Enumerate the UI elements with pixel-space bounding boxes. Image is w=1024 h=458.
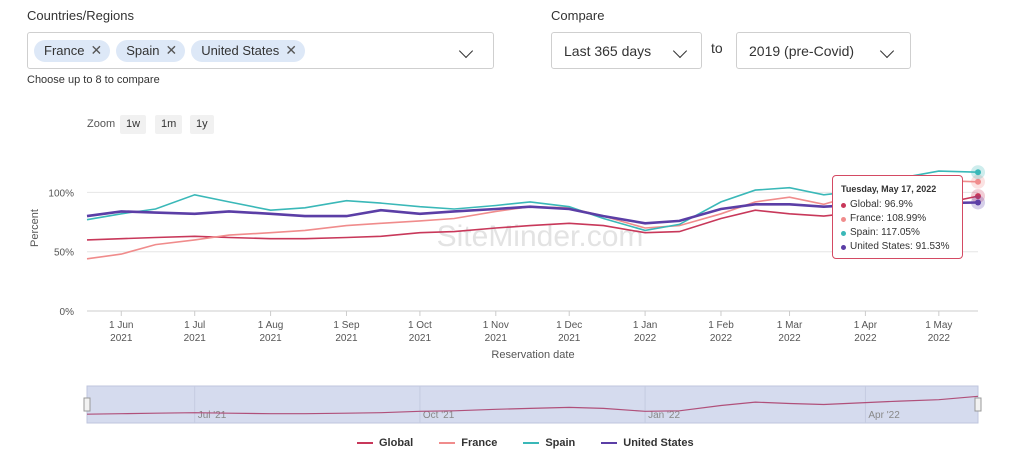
zoom-1w-button[interactable]: 1w: [120, 115, 147, 134]
x-tick-year: 2022: [634, 333, 657, 344]
navigator-handle[interactable]: [974, 397, 982, 412]
chip-spain: Spain ✕: [116, 39, 186, 62]
baseline-value: 2019 (pre-Covid): [749, 42, 855, 59]
chip-france: France ✕: [34, 39, 111, 62]
chip-label: France: [44, 43, 85, 58]
y-axis-title: Percent: [29, 209, 41, 247]
x-tick-label: 1 Feb: [708, 320, 734, 331]
tooltip-row-france: France: 108.99%: [850, 213, 927, 224]
x-tick-year: 2021: [409, 333, 432, 344]
x-tick-label: 1 Aug: [258, 320, 284, 331]
x-tick-label: 1 Jun: [109, 320, 133, 331]
legend-france[interactable]: France: [439, 437, 497, 449]
legend-global[interactable]: Global: [357, 437, 413, 449]
x-tick-year: 2022: [710, 333, 733, 344]
x-tick-year: 2021: [485, 333, 508, 344]
x-tick-label: 1 Jul: [184, 320, 205, 331]
chip-united-states: United States ✕: [191, 39, 305, 62]
legend-label: Spain: [545, 437, 576, 449]
x-tick-label: 1 Oct: [408, 320, 432, 331]
tooltip-row-spain: Spain: 117.05%: [850, 227, 920, 238]
x-tick-label: 1 Mar: [777, 320, 803, 331]
zoom-1m-button[interactable]: 1m: [155, 115, 183, 134]
hover-point: [975, 178, 981, 185]
series-line-global: [86, 195, 979, 241]
compare-label: Compare: [551, 8, 605, 23]
helper-text: Choose up to 8 to compare: [27, 74, 160, 86]
x-tick-label: 1 Sep: [333, 320, 360, 331]
navigator-series: [86, 395, 979, 415]
remove-icon[interactable]: ✕: [285, 42, 297, 58]
series-line-united-states: [86, 200, 979, 225]
series-line-spain: [86, 170, 979, 232]
x-tick-year: 2021: [110, 333, 133, 344]
x-tick-year: 2022: [928, 333, 951, 344]
remove-icon[interactable]: ✕: [90, 42, 103, 58]
to-label: to: [711, 40, 723, 56]
countries-label: Countries/Regions: [27, 8, 134, 23]
legend-label: France: [461, 437, 498, 449]
legend-line-icon: [357, 442, 373, 444]
tooltip-row-us: United States: 91.53%: [850, 241, 950, 252]
x-tick-label: 1 Jan: [633, 320, 657, 331]
chart-legend: Global France Spain United States: [357, 437, 720, 449]
navigator-label: Oct '21: [423, 410, 455, 421]
x-axis-title: Reservation date: [491, 349, 574, 361]
spain-dot-icon: [841, 230, 846, 236]
chip-label: United States: [201, 43, 280, 58]
tooltip-row-global: Global: 96.9%: [850, 199, 913, 210]
navigator-label: Jul '21: [198, 410, 227, 421]
tooltip-date: Tuesday, May 17, 2022: [841, 184, 937, 194]
baseline-select[interactable]: 2019 (pre-Covid): [736, 32, 911, 69]
x-tick-label: 1 Nov: [483, 320, 509, 331]
x-tick-label: 1 May: [925, 320, 952, 331]
x-tick-year: 2021: [259, 333, 282, 344]
countries-select[interactable]: France ✕ Spain ✕ United States ✕: [27, 32, 494, 69]
navigator-label: Jan '22: [648, 410, 680, 421]
navigator-handle[interactable]: [83, 397, 91, 412]
legend-label: United States: [623, 437, 694, 449]
x-tick-year: 2022: [778, 333, 801, 344]
legend-line-icon: [439, 442, 456, 444]
y-tick-label: 50%: [54, 248, 74, 259]
legend-spain[interactable]: Spain: [523, 437, 575, 449]
period-select[interactable]: Last 365 days: [551, 32, 702, 69]
x-tick-year: 2021: [335, 333, 358, 344]
global-dot-icon: [841, 202, 846, 208]
hover-point: [975, 199, 981, 206]
x-tick-year: 2021: [184, 333, 207, 344]
remove-icon[interactable]: ✕: [165, 42, 178, 58]
legend-line-icon: [601, 442, 618, 444]
y-tick-label: 100%: [48, 188, 74, 199]
legend-line-icon: [523, 442, 540, 444]
chart-tooltip: Tuesday, May 17, 2022 Global: 96.9% Fran…: [832, 175, 963, 259]
hover-point: [975, 193, 981, 200]
hover-point: [975, 169, 981, 176]
period-value: Last 365 days: [564, 42, 652, 59]
x-tick-year: 2021: [558, 333, 581, 344]
navigator-label: Apr '22: [868, 410, 900, 421]
legend-united-states[interactable]: United States: [601, 437, 694, 449]
us-dot-icon: [841, 244, 846, 250]
legend-label: Global: [379, 437, 414, 449]
x-tick-label: 1 Dec: [556, 320, 582, 331]
chip-label: Spain: [126, 43, 160, 58]
france-dot-icon: [841, 216, 846, 222]
x-tick-label: 1 Apr: [854, 320, 878, 331]
zoom-label: Zoom: [87, 118, 116, 130]
y-tick-label: 0%: [60, 307, 75, 318]
x-tick-year: 2022: [854, 333, 877, 344]
zoom-1y-button[interactable]: 1y: [190, 115, 214, 134]
